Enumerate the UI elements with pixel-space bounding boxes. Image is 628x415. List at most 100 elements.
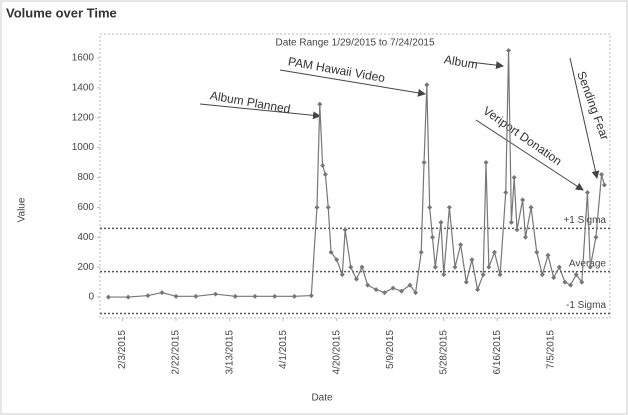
data-point bbox=[520, 197, 526, 203]
data-point bbox=[556, 264, 562, 270]
y-tick-label: 600 bbox=[77, 202, 94, 213]
data-point bbox=[599, 172, 605, 178]
data-point bbox=[317, 101, 323, 107]
data-point bbox=[432, 264, 438, 270]
data-point bbox=[579, 279, 585, 285]
data-point bbox=[438, 219, 444, 225]
data-point bbox=[539, 272, 545, 278]
data-point bbox=[545, 252, 551, 258]
data-point bbox=[252, 293, 258, 299]
x-tick-label: 6/16/2015 bbox=[492, 330, 503, 375]
data-point bbox=[173, 293, 179, 299]
data-point bbox=[314, 204, 320, 210]
y-tick-label: 1000 bbox=[72, 142, 95, 153]
data-point bbox=[452, 264, 458, 270]
data-point bbox=[497, 272, 503, 278]
y-axis-label: Value bbox=[17, 197, 28, 222]
data-point bbox=[421, 160, 427, 166]
data-point bbox=[508, 219, 514, 225]
data-point bbox=[145, 293, 151, 299]
data-point bbox=[522, 234, 528, 240]
line-series bbox=[108, 50, 605, 298]
data-point bbox=[348, 264, 354, 270]
data-point bbox=[534, 249, 540, 255]
x-tick-label: 7/5/2015 bbox=[545, 330, 556, 369]
y-tick-label: 0 bbox=[88, 292, 94, 303]
y-tick-label: 1400 bbox=[72, 82, 95, 93]
data-point bbox=[308, 293, 314, 299]
data-point bbox=[232, 293, 238, 299]
y-tick-label: 1600 bbox=[72, 53, 95, 64]
data-point bbox=[446, 204, 452, 210]
data-point bbox=[551, 275, 557, 281]
y-tick-label: 800 bbox=[77, 172, 94, 183]
data-point bbox=[593, 234, 599, 240]
subtitle: Date Range 1/29/2015 to 7/24/2015 bbox=[275, 38, 434, 49]
data-point bbox=[353, 276, 359, 282]
data-point bbox=[418, 249, 424, 255]
plot-area bbox=[99, 33, 611, 319]
data-point bbox=[514, 227, 520, 233]
x-tick-label: 5/28/2015 bbox=[438, 330, 449, 375]
data-point bbox=[382, 290, 388, 296]
x-tick-label: 4/1/2015 bbox=[278, 330, 289, 369]
x-tick-label: 5/9/2015 bbox=[385, 330, 396, 369]
reference-label: +1 Sigma bbox=[563, 215, 606, 226]
annotation-arrow bbox=[469, 61, 504, 70]
data-point bbox=[511, 174, 517, 180]
data-point bbox=[339, 272, 345, 278]
data-point bbox=[584, 189, 590, 195]
annotation-arrow bbox=[199, 103, 321, 120]
data-point bbox=[568, 282, 574, 288]
data-point bbox=[407, 282, 413, 288]
data-point bbox=[342, 227, 348, 233]
data-point bbox=[213, 291, 219, 297]
annotation: Album bbox=[443, 52, 479, 72]
annotation-arrow bbox=[569, 57, 600, 179]
data-point bbox=[105, 294, 111, 300]
data-point bbox=[562, 279, 568, 285]
data-point bbox=[365, 282, 371, 288]
data-point bbox=[373, 287, 379, 293]
y-tick-label: 1200 bbox=[72, 112, 95, 123]
data-point bbox=[413, 290, 419, 296]
data-point bbox=[573, 272, 579, 278]
data-point bbox=[424, 82, 430, 88]
data-point bbox=[322, 172, 328, 178]
x-tick-label: 3/13/2015 bbox=[224, 330, 235, 375]
data-point bbox=[503, 189, 509, 195]
data-point bbox=[528, 204, 534, 210]
x-axis-label: Date bbox=[311, 393, 333, 404]
data-point bbox=[441, 272, 447, 278]
annotation-arrow bbox=[279, 69, 426, 97]
x-tick-label: 2/22/2015 bbox=[171, 330, 182, 375]
data-point bbox=[328, 249, 334, 255]
y-tick-label: 200 bbox=[77, 262, 94, 273]
data-point bbox=[483, 160, 489, 166]
data-point bbox=[272, 293, 278, 299]
data-point bbox=[359, 264, 365, 270]
data-point bbox=[334, 257, 340, 263]
data-point bbox=[193, 293, 199, 299]
data-point bbox=[429, 234, 435, 240]
reference-label: Average bbox=[569, 258, 607, 269]
data-point bbox=[601, 182, 607, 188]
data-point bbox=[506, 47, 512, 53]
x-tick-label: 2/3/2015 bbox=[117, 330, 128, 369]
chart-title: Volume over Time bbox=[6, 5, 117, 20]
reference-label: -1 Sigma bbox=[566, 300, 606, 311]
data-point bbox=[491, 249, 497, 255]
data-point bbox=[427, 204, 433, 210]
data-point bbox=[480, 272, 486, 278]
annotation-arrow bbox=[475, 119, 584, 191]
data-point bbox=[469, 257, 475, 263]
data-point bbox=[320, 163, 326, 169]
data-point bbox=[159, 290, 165, 296]
data-point bbox=[486, 264, 492, 270]
data-point bbox=[325, 204, 331, 210]
data-point bbox=[398, 288, 404, 294]
x-tick-label: 4/20/2015 bbox=[331, 330, 342, 375]
data-point bbox=[587, 264, 593, 270]
data-point bbox=[475, 287, 481, 293]
